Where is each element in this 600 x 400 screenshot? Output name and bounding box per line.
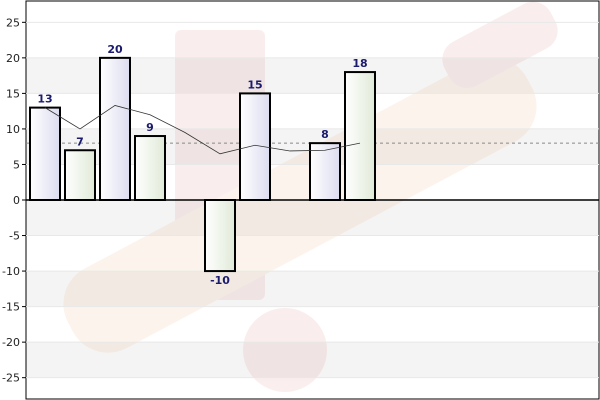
- y-tick-label: -25: [2, 372, 20, 385]
- data-labels: 13 7 20 9 -10 15 8 18: [37, 43, 367, 287]
- y-tick-label: 0: [13, 194, 20, 207]
- bar: [99, 56, 131, 201]
- y-tick-label: 10: [6, 123, 20, 136]
- y-tick-label: -10: [2, 265, 20, 278]
- grid-band: [26, 271, 599, 307]
- y-tick-label: -5: [9, 230, 20, 243]
- y-tick-label: 15: [6, 87, 20, 100]
- bar: [134, 135, 166, 202]
- data-label: 8: [321, 128, 329, 141]
- grid-band: [26, 200, 599, 236]
- data-label: 20: [107, 43, 123, 56]
- data-label: 18: [352, 57, 367, 70]
- y-tick-label: -20: [2, 336, 20, 349]
- data-label: -10: [210, 274, 230, 287]
- y-tick-label: -15: [2, 301, 20, 314]
- data-label: 15: [247, 78, 262, 91]
- data-label: 13: [37, 93, 52, 106]
- y-tick-label: 5: [13, 158, 20, 171]
- bar: [204, 199, 236, 273]
- grid-band: [26, 342, 599, 378]
- y-tick-label: 25: [6, 16, 20, 29]
- bar: [29, 106, 61, 201]
- bar: [309, 142, 341, 201]
- trend-line: [44, 105, 361, 155]
- bar: [344, 71, 376, 201]
- bars: [29, 56, 376, 273]
- data-label: 7: [76, 135, 84, 148]
- y-tick-label: 20: [6, 52, 20, 65]
- data-label: 9: [146, 121, 154, 134]
- bar: [64, 149, 96, 201]
